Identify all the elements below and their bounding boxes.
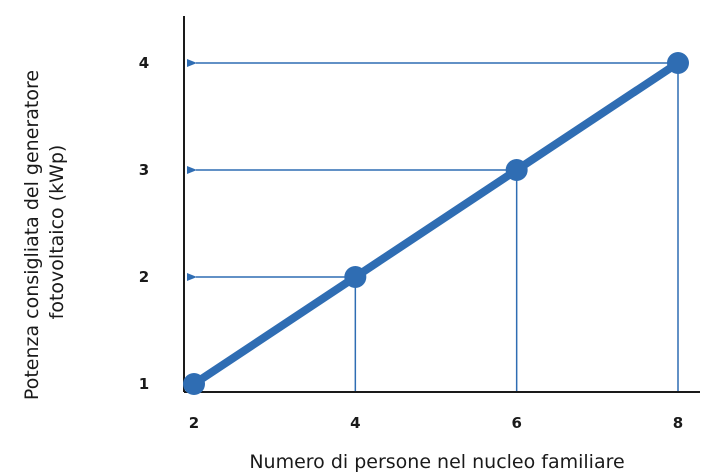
y-tick-labels: 1 2 3 4 [139, 54, 149, 393]
guide-lines [187, 59, 679, 392]
series-group [183, 52, 689, 395]
data-point [667, 52, 689, 74]
data-point [183, 373, 205, 395]
x-tick-labels: 2 4 6 8 [189, 414, 683, 432]
x-tick-label: 8 [673, 414, 683, 432]
y-tick-label: 2 [139, 268, 149, 286]
y-tick-label: 3 [139, 161, 149, 179]
data-point [505, 159, 528, 181]
y-axis-label: Potenza consigliata del generatore fotov… [21, 64, 68, 400]
x-tick-label: 2 [189, 414, 199, 432]
y-tick-label: 1 [139, 375, 149, 393]
x-axis-label: Numero di persone nel nucleo familiare [249, 451, 624, 473]
series-line [190, 59, 682, 388]
y-axis-label-line-1: Potenza consigliata del generatore [21, 70, 43, 400]
x-tick-label: 6 [511, 414, 521, 432]
data-point [344, 266, 367, 288]
y-axis-label-line-2: fotovoltaico (kWp) [46, 145, 68, 320]
x-tick-label: 4 [350, 414, 360, 432]
y-tick-label: 4 [139, 54, 149, 72]
